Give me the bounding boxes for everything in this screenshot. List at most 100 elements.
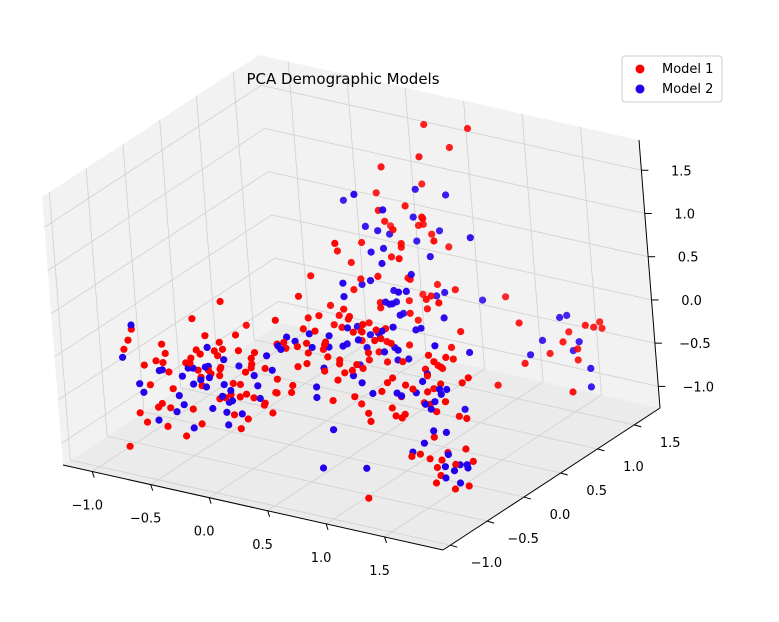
data-point-model-2	[556, 313, 564, 322]
data-point-model-2	[456, 479, 465, 487]
data-point-model-2	[379, 244, 388, 252]
data-point-model-1	[335, 311, 343, 319]
data-point-model-1	[294, 363, 302, 371]
data-point-model-1	[433, 408, 441, 416]
data-point-model-2	[225, 421, 233, 429]
y-tick-label: −1.0	[471, 556, 503, 571]
data-point-model-1	[435, 299, 443, 307]
data-point-model-1	[405, 297, 413, 305]
data-point-model-1	[449, 355, 457, 363]
data-point-model-1	[359, 321, 367, 329]
z-tick-label: −1.0	[683, 380, 715, 395]
data-point-model-2	[433, 292, 441, 300]
data-point-model-1	[250, 349, 259, 357]
data-point-model-1	[330, 321, 338, 329]
data-point-model-2	[420, 439, 428, 447]
y-tick-mark	[634, 424, 642, 428]
data-point-model-1	[365, 356, 373, 364]
data-point-model-2	[263, 352, 271, 360]
x-tick-label: 0.0	[194, 525, 215, 540]
data-point-model-2	[313, 393, 321, 402]
grid-line-z-left	[47, 128, 266, 271]
data-point-model-2	[388, 300, 396, 308]
z-tick-label: −0.5	[679, 337, 711, 352]
data-point-model-1	[422, 295, 430, 303]
data-point-model-1	[269, 409, 277, 417]
data-point-model-1	[358, 238, 366, 247]
data-point-model-1	[186, 359, 194, 367]
data-point-model-1	[416, 450, 424, 458]
grid-line-z-back	[268, 171, 649, 258]
grid-line-x-floor	[325, 381, 544, 525]
data-point-model-1	[398, 414, 406, 422]
data-point-model-1	[230, 411, 239, 419]
data-point-model-2	[363, 464, 371, 472]
data-point-model-1	[357, 275, 365, 283]
data-point-model-2	[380, 348, 389, 356]
data-point-model-1	[433, 280, 442, 289]
y-tick-mark	[450, 544, 458, 548]
grid-line-y-left	[232, 71, 255, 340]
data-point-model-1	[378, 387, 386, 395]
grid-line-z-back	[261, 84, 642, 171]
data-point-model-1	[146, 381, 154, 389]
data-point-model-1	[462, 445, 470, 453]
data-point-model-2	[461, 405, 469, 413]
data-point-model-2	[444, 450, 452, 459]
x-tick-label: 1.0	[311, 551, 332, 566]
data-point-model-1	[415, 153, 423, 161]
y-tick-label: −0.5	[507, 532, 539, 547]
data-point-model-1	[419, 220, 427, 228]
data-point-model-1	[388, 404, 396, 412]
data-point-model-1	[494, 381, 502, 389]
data-point-model-1	[289, 381, 297, 390]
data-point-model-2	[442, 191, 450, 199]
data-point-model-1	[311, 327, 319, 335]
data-point-model-1	[365, 319, 373, 327]
data-point-model-2	[527, 351, 535, 359]
data-point-model-2	[430, 427, 438, 435]
z-tick-label: 1.5	[671, 164, 692, 179]
data-point-model-2	[426, 253, 434, 261]
data-point-model-1	[581, 321, 589, 329]
data-point-model-2	[479, 296, 487, 304]
data-point-model-1	[424, 351, 433, 359]
data-point-model-2	[421, 400, 430, 408]
data-point-model-2	[361, 222, 369, 230]
grid-line-z-left	[54, 214, 272, 358]
data-point-model-1	[333, 247, 341, 255]
data-point-model-1	[463, 124, 472, 133]
data-point-model-1	[392, 412, 400, 420]
data-point-model-2	[409, 213, 417, 221]
data-point-model-2	[319, 464, 328, 472]
data-point-model-1	[359, 364, 367, 372]
data-point-model-1	[377, 304, 385, 312]
data-point-model-1	[455, 412, 463, 420]
data-point-model-1	[324, 353, 332, 361]
data-point-model-1	[189, 405, 197, 413]
data-point-model-2	[374, 227, 382, 235]
data-point-model-1	[243, 390, 251, 398]
data-point-model-1	[140, 361, 148, 369]
data-point-model-1	[375, 348, 383, 356]
data-point-model-2	[389, 323, 397, 331]
data-point-model-2	[358, 379, 366, 387]
data-point-model-2	[190, 424, 198, 432]
data-point-model-1	[442, 353, 450, 361]
grid-line-x-back	[463, 100, 486, 369]
data-point-model-1	[201, 332, 209, 340]
data-point-model-1	[244, 415, 252, 423]
x-tick-label: −1.0	[71, 499, 103, 514]
tick-labels: −1.0 −0.5 0.0 0.5 1.0 1.5 −1.0 −0.5 0.0 0.5 1.0 1.5…	[71, 164, 714, 579]
data-point-model-1	[377, 335, 385, 343]
data-point-model-1	[374, 272, 382, 280]
data-point-model-1	[261, 364, 269, 373]
data-point-model-2	[256, 394, 264, 403]
data-point-model-1	[216, 372, 224, 380]
data-point-model-2	[396, 311, 404, 319]
data-point-model-1	[590, 323, 598, 331]
data-point-model-2	[203, 343, 211, 351]
y-tick-mark	[523, 496, 532, 500]
data-point-model-1	[247, 354, 255, 362]
data-point-model-2	[283, 333, 291, 341]
